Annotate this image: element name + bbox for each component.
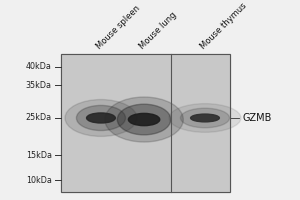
Ellipse shape [190, 114, 219, 122]
Ellipse shape [117, 104, 171, 135]
Ellipse shape [105, 97, 183, 142]
Ellipse shape [87, 113, 115, 123]
Text: Mouse thymus: Mouse thymus [199, 1, 248, 51]
Text: 10kDa: 10kDa [26, 176, 52, 185]
Ellipse shape [169, 104, 241, 132]
Bar [61, 54, 230, 192]
Text: Mouse spleen: Mouse spleen [94, 4, 142, 51]
Bar [61, 54, 230, 192]
Ellipse shape [76, 105, 125, 131]
Text: 15kDa: 15kDa [26, 151, 52, 160]
Ellipse shape [181, 108, 230, 128]
Text: Mouse lung: Mouse lung [138, 11, 178, 51]
Ellipse shape [65, 100, 137, 136]
Text: 40kDa: 40kDa [26, 62, 52, 71]
Text: 25kDa: 25kDa [26, 113, 52, 122]
Text: 35kDa: 35kDa [26, 81, 52, 90]
Text: GZMB: GZMB [242, 113, 272, 123]
Ellipse shape [128, 113, 160, 126]
